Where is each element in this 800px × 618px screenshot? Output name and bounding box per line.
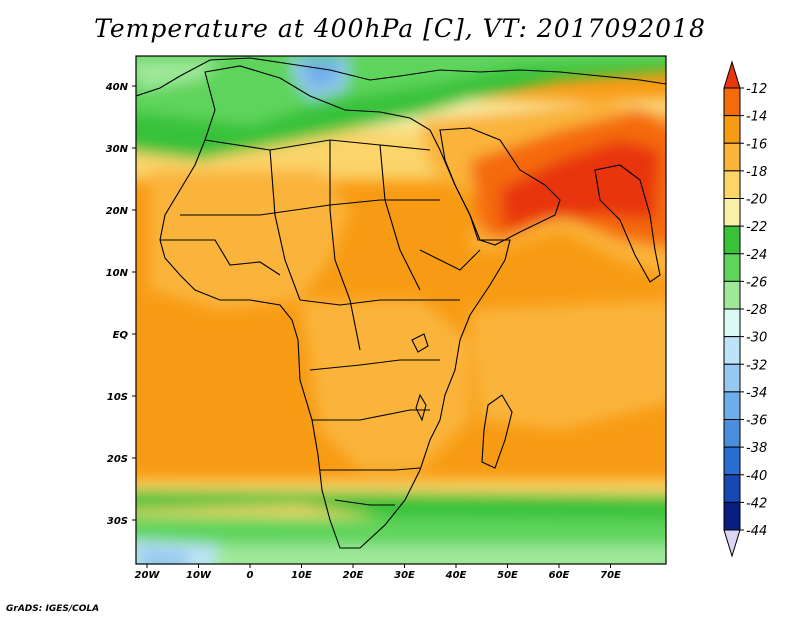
lat-tick-label: 30S — [107, 516, 128, 527]
lon-tick-label: 40E — [445, 570, 467, 581]
lon-tick-label: 60E — [549, 570, 570, 581]
lon-tick-label: 30E — [394, 570, 415, 581]
colorbar-swatch — [723, 474, 741, 503]
lon-tick-label: 20E — [343, 570, 364, 581]
colorbar-min-arrow — [723, 529, 741, 558]
lon-tick-label: 70E — [600, 570, 621, 581]
colorbar-swatch — [723, 446, 741, 476]
lon-tick-label: 0 — [247, 570, 254, 581]
colorbar-label: -16 — [746, 137, 767, 152]
colorbar-swatch — [723, 391, 741, 420]
colorbar-swatch — [723, 253, 741, 282]
colorbar-label: -26 — [746, 275, 767, 290]
colorbar-swatch — [723, 87, 741, 117]
colorbar-swatch — [723, 308, 741, 338]
lat-tick-label: 30N — [106, 144, 129, 155]
lat-tick-label: 10S — [107, 392, 128, 403]
colorbar-label: -30 — [746, 331, 767, 346]
lon-tick-label: 10E — [291, 570, 312, 581]
colorbar-label: -20 — [746, 193, 767, 208]
colorbar-label: -14 — [746, 110, 767, 125]
colorbar-swatch — [723, 170, 741, 199]
colorbar-label: -18 — [746, 165, 767, 180]
colorbar-swatch — [723, 142, 741, 172]
colorbar-label: -40 — [746, 469, 767, 484]
grads-credit: GrADS: IGES/COLA — [6, 604, 100, 614]
colorbar-label: -32 — [746, 358, 767, 373]
colorbar-swatch — [723, 198, 741, 227]
colorbar-max-arrow — [723, 60, 741, 89]
colorbar-swatch — [723, 501, 741, 531]
colorbar-label: -42 — [746, 496, 767, 511]
colorbar-label: -36 — [746, 414, 767, 429]
colorbar-swatch — [723, 225, 741, 255]
lat-tick-label: 20N — [106, 206, 129, 217]
colorbar-swatch — [723, 336, 741, 365]
colorbar: -12 -14 -16 -18 -20 -22 -24 -26 -28 -30 -32 -34 -36 -… — [723, 60, 767, 558]
colorbar-swatch — [723, 115, 741, 144]
longitude-axis: 20W 10W 0 10E 20E 30E 40E 50E 60E 70E — [135, 564, 621, 581]
colorbar-swatch — [723, 363, 741, 393]
colorbar-label: -24 — [746, 248, 767, 263]
colorbar-label: -44 — [746, 524, 767, 539]
lon-tick-label: 20W — [135, 570, 161, 581]
lat-tick-label: EQ — [113, 330, 129, 341]
colorbar-label: -38 — [746, 441, 767, 456]
colorbar-label: -12 — [746, 82, 767, 97]
lat-tick-label: 10N — [106, 268, 129, 279]
map-frame — [135, 55, 667, 565]
chart-title: Temperature at 400hPa [C], VT: 201709201… — [94, 14, 706, 43]
colorbar-swatch — [723, 419, 741, 448]
colorbar-label: -22 — [746, 220, 767, 235]
colorbar-label: -34 — [746, 386, 767, 401]
coastline-borders — [136, 57, 666, 549]
lat-tick-label: 40N — [105, 82, 129, 93]
temperature-field — [136, 56, 666, 564]
lon-tick-label: 10W — [186, 570, 212, 581]
colorbar-label: -28 — [746, 303, 767, 318]
lon-tick-label: 50E — [497, 570, 518, 581]
latitude-axis: 40N 30N 20N 10N EQ 10S 20S 30S — [105, 82, 136, 527]
lat-tick-label: 20S — [107, 454, 128, 465]
colorbar-swatch — [723, 280, 741, 310]
